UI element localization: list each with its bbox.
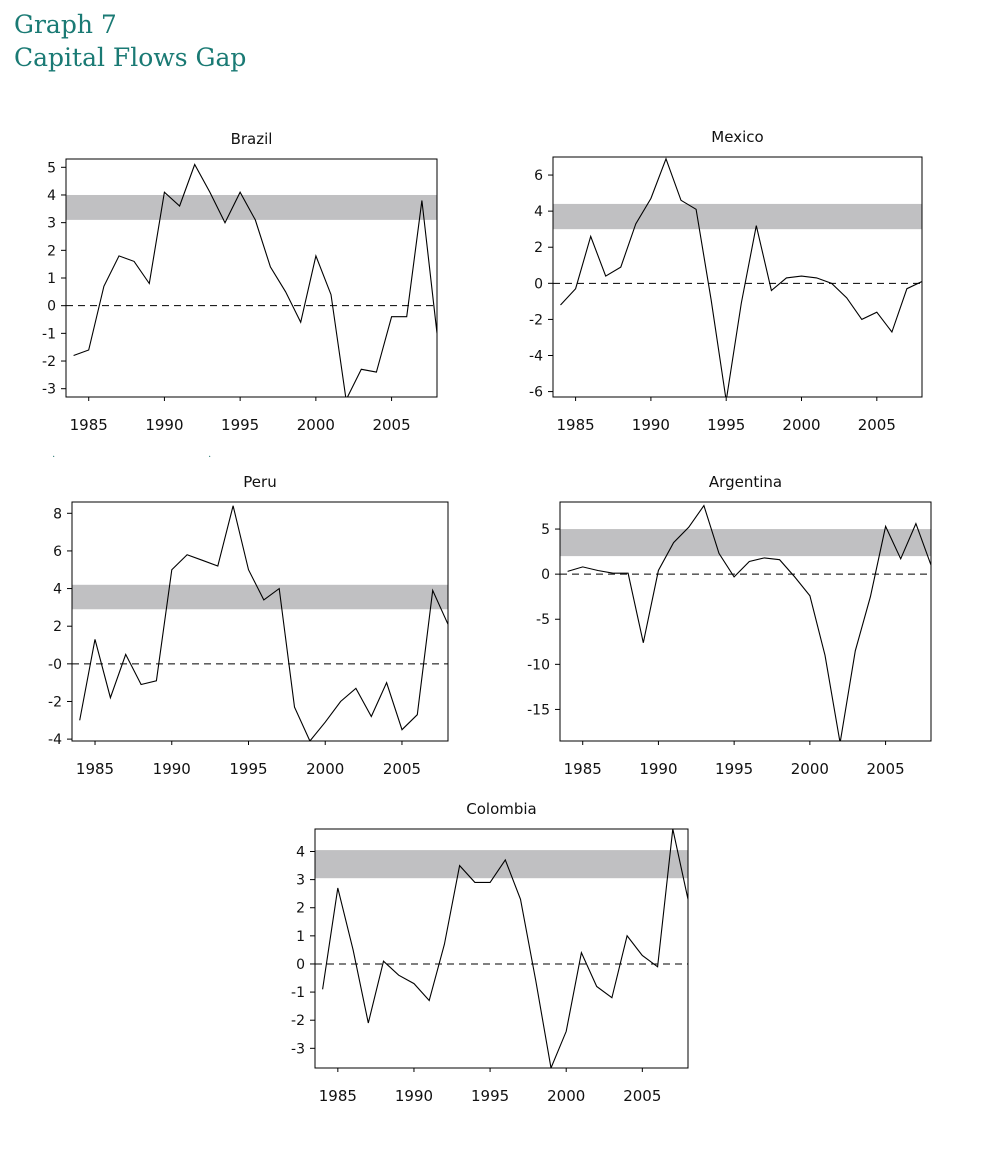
argentina-y-tick-label: -10	[527, 657, 550, 673]
brazil-title: Brazil	[231, 130, 273, 148]
argentina-y-tick-label: -15	[527, 702, 550, 718]
colombia-y-tick-label: -1	[291, 985, 305, 1001]
mexico-y-tick-label: 2	[534, 240, 543, 256]
argentina-plot-frame	[559, 501, 932, 742]
mexico-plot-frame	[552, 156, 923, 398]
colombia-plot-frame	[314, 828, 689, 1069]
brazil-x-tick-label: 1990	[145, 416, 183, 434]
peru-y-tick-label: 8	[53, 506, 62, 522]
peru-chart: Peru 8 6 4 2 -0 -2 -4 1985 1990 1995 2000 2005	[48, 473, 449, 778]
argentina-y-tick-label: -5	[536, 612, 550, 628]
argentina-x-tick-label: 1990	[639, 760, 677, 778]
brazil-y-tick-label: 1	[47, 271, 56, 287]
peru-x-tick-label: 1990	[153, 760, 191, 778]
brazil-chart: Brazil 5 4 3 2 1 0 -1 -2 -3 1985 1990 1995 2000 2005	[42, 130, 438, 434]
argentina-title: Argentina	[709, 473, 782, 491]
peru-x-tick-label: 1985	[76, 760, 114, 778]
peru-y-tick-label: 4	[53, 582, 62, 598]
brazil-plot-frame	[65, 158, 438, 398]
argentina-band	[560, 529, 931, 557]
mexico-y-tick-label: 6	[534, 168, 543, 184]
peru-x-tick-label: 2000	[306, 760, 344, 778]
peru-y-tick-label: 6	[53, 544, 62, 560]
argentina-y-tick-label: 0	[541, 567, 550, 583]
brazil-y-tick-label: 2	[47, 243, 56, 259]
argentina-series-line	[567, 504, 931, 741]
argentina-y-tick-label: 5	[541, 522, 550, 538]
mexico-y-tick-label: 0	[534, 276, 543, 292]
brazil-x-tick-label: 1985	[70, 416, 108, 434]
brazil-band	[66, 194, 437, 220]
mexico-y-tick-label: -6	[529, 385, 543, 401]
peru-y-tick-label: -2	[48, 694, 62, 710]
colombia-x-tick-label: 1995	[471, 1087, 509, 1105]
colombia-y-tick-label: 0	[296, 957, 305, 973]
argentina-x-tick-label: 2000	[791, 760, 829, 778]
brazil-y-tick-label: -2	[42, 354, 56, 370]
brazil-x-tick-label: 2000	[297, 416, 335, 434]
colombia-title: Colombia	[466, 800, 537, 818]
peru-x-tick-label: 2005	[383, 760, 421, 778]
colombia-series-line	[322, 829, 688, 1068]
argentina-x-tick-label: 1995	[715, 760, 753, 778]
mexico-band	[553, 203, 922, 230]
colombia-x-tick-label: 2000	[547, 1087, 585, 1105]
mexico-y-tick-label: -4	[529, 348, 543, 364]
mexico-y-tick-label: -2	[529, 312, 543, 328]
brazil-x-tick-label: 1995	[221, 416, 259, 434]
brazil-y-tick-label: 4	[47, 188, 56, 204]
peru-x-tick-label: 1995	[229, 760, 267, 778]
colombia-y-tick-label: 4	[296, 844, 305, 860]
mexico-x-tick-label: 1995	[707, 416, 745, 434]
peru-series-line	[79, 505, 448, 741]
brazil-series-line	[73, 163, 437, 397]
brazil-y-tick-label: 5	[47, 160, 56, 176]
figure-heading: Graph 7 Capital Flows Gap	[14, 8, 246, 74]
argentina-chart: Argentina 5 0 -5 -10 -15 1985 1990 1995 2000 2005	[527, 473, 932, 778]
mexico-series-line	[560, 157, 922, 397]
brazil-y-tick-label: 0	[47, 299, 56, 315]
mexico-y-tick-label: 4	[534, 204, 543, 220]
peru-title: Peru	[243, 473, 276, 491]
argentina-x-tick-label: 2005	[866, 760, 904, 778]
peru-y-tick-label: -0	[48, 657, 62, 673]
peru-plot-frame	[71, 501, 449, 742]
colombia-chart: Colombia 4 3 2 1 0 -1 -2 -3 1985 1990 1995 2000 2005	[291, 800, 689, 1105]
graph-title: Capital Flows Gap	[14, 43, 247, 72]
mexico-title: Mexico	[711, 128, 763, 146]
peru-y-tick-label: -4	[48, 732, 62, 748]
colombia-y-tick-label: 3	[296, 873, 305, 889]
mexico-x-tick-label: 1990	[632, 416, 670, 434]
colombia-x-tick-label: 2005	[623, 1087, 661, 1105]
graph-number: Graph 7	[14, 10, 117, 39]
brazil-y-tick-label: 3	[47, 216, 56, 232]
mexico-x-tick-label: 2000	[782, 416, 820, 434]
argentina-x-tick-label: 1985	[564, 760, 602, 778]
colombia-x-tick-label: 1990	[395, 1087, 433, 1105]
brazil-y-tick-label: -1	[42, 326, 56, 342]
mexico-x-tick-label: 2005	[858, 416, 896, 434]
colombia-y-tick-label: 1	[296, 929, 305, 945]
brazil-x-tick-label: 2005	[372, 416, 410, 434]
mexico-x-tick-label: 1985	[556, 416, 594, 434]
peru-y-tick-label: 2	[53, 619, 62, 635]
colombia-x-tick-label: 1985	[319, 1087, 357, 1105]
brazil-y-tick-label: -3	[42, 382, 56, 398]
colombia-y-tick-label: -3	[291, 1041, 305, 1057]
colombia-y-tick-label: 2	[296, 901, 305, 917]
peru-band	[72, 584, 448, 610]
colombia-band	[315, 850, 688, 879]
mexico-chart: Mexico 6 4 2 0 -2 -4 -6 1985 1990 1995 2000 2005	[529, 128, 923, 434]
colombia-y-tick-label: -2	[291, 1013, 305, 1029]
